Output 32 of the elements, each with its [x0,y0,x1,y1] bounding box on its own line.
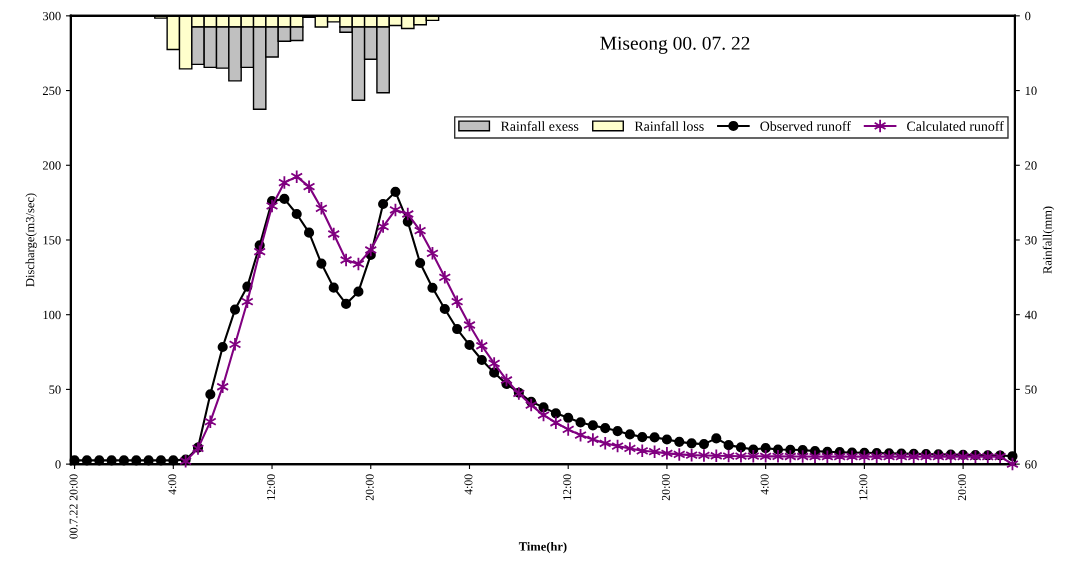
y-tick-label: 250 [42,86,61,96]
y2-tick-label: 0 [1025,11,1031,21]
y-tick-label: 0 [55,460,61,469]
x-tick-label: 4:00 [168,474,177,495]
x-tick-label: 20:00 [958,474,967,501]
y2-axis-title: Rainfall(mm) [1042,206,1055,274]
y-axis-title: Discharge(m3/sec) [25,193,37,287]
x-tick-label: 12:00 [267,474,276,500]
y2-tick-label: 30 [1025,236,1037,245]
y-tick-label: 200 [42,161,61,170]
y2-tick-label: 50 [1025,385,1037,394]
y2-tick-label: 60 [1025,460,1037,469]
x-tick-label: 20:00 [365,474,374,501]
annotation: Miseong 00. 07. 22 [600,36,750,54]
y-tick-label: 300 [43,11,61,21]
legend-label: Calculated runoff [907,121,1004,131]
x-tick-label: 00.7.22 20:00 [69,474,78,539]
legend-label: Observed runoff [760,121,851,131]
y2-tick-label: 40 [1024,310,1037,320]
x-tick-label: 4:00 [760,474,769,495]
x-axis-title: Time(hr) [518,541,567,554]
y2-tick-label: 10 [1025,86,1037,96]
x-tick-label: 4:00 [464,474,473,495]
x-tick-label: 12:00 [563,474,572,500]
y2-tick-label: 20 [1025,161,1037,170]
x-tick-label: 12:00 [859,474,868,500]
legend-label: Rainfall exess [500,121,579,131]
y-tick-label: 100 [43,310,61,320]
legend-label: Rainfall loss [634,121,704,131]
x-tick-label: 20:00 [661,474,670,501]
y-tick-label: 150 [43,236,61,245]
y-tick-label: 50 [49,385,61,394]
